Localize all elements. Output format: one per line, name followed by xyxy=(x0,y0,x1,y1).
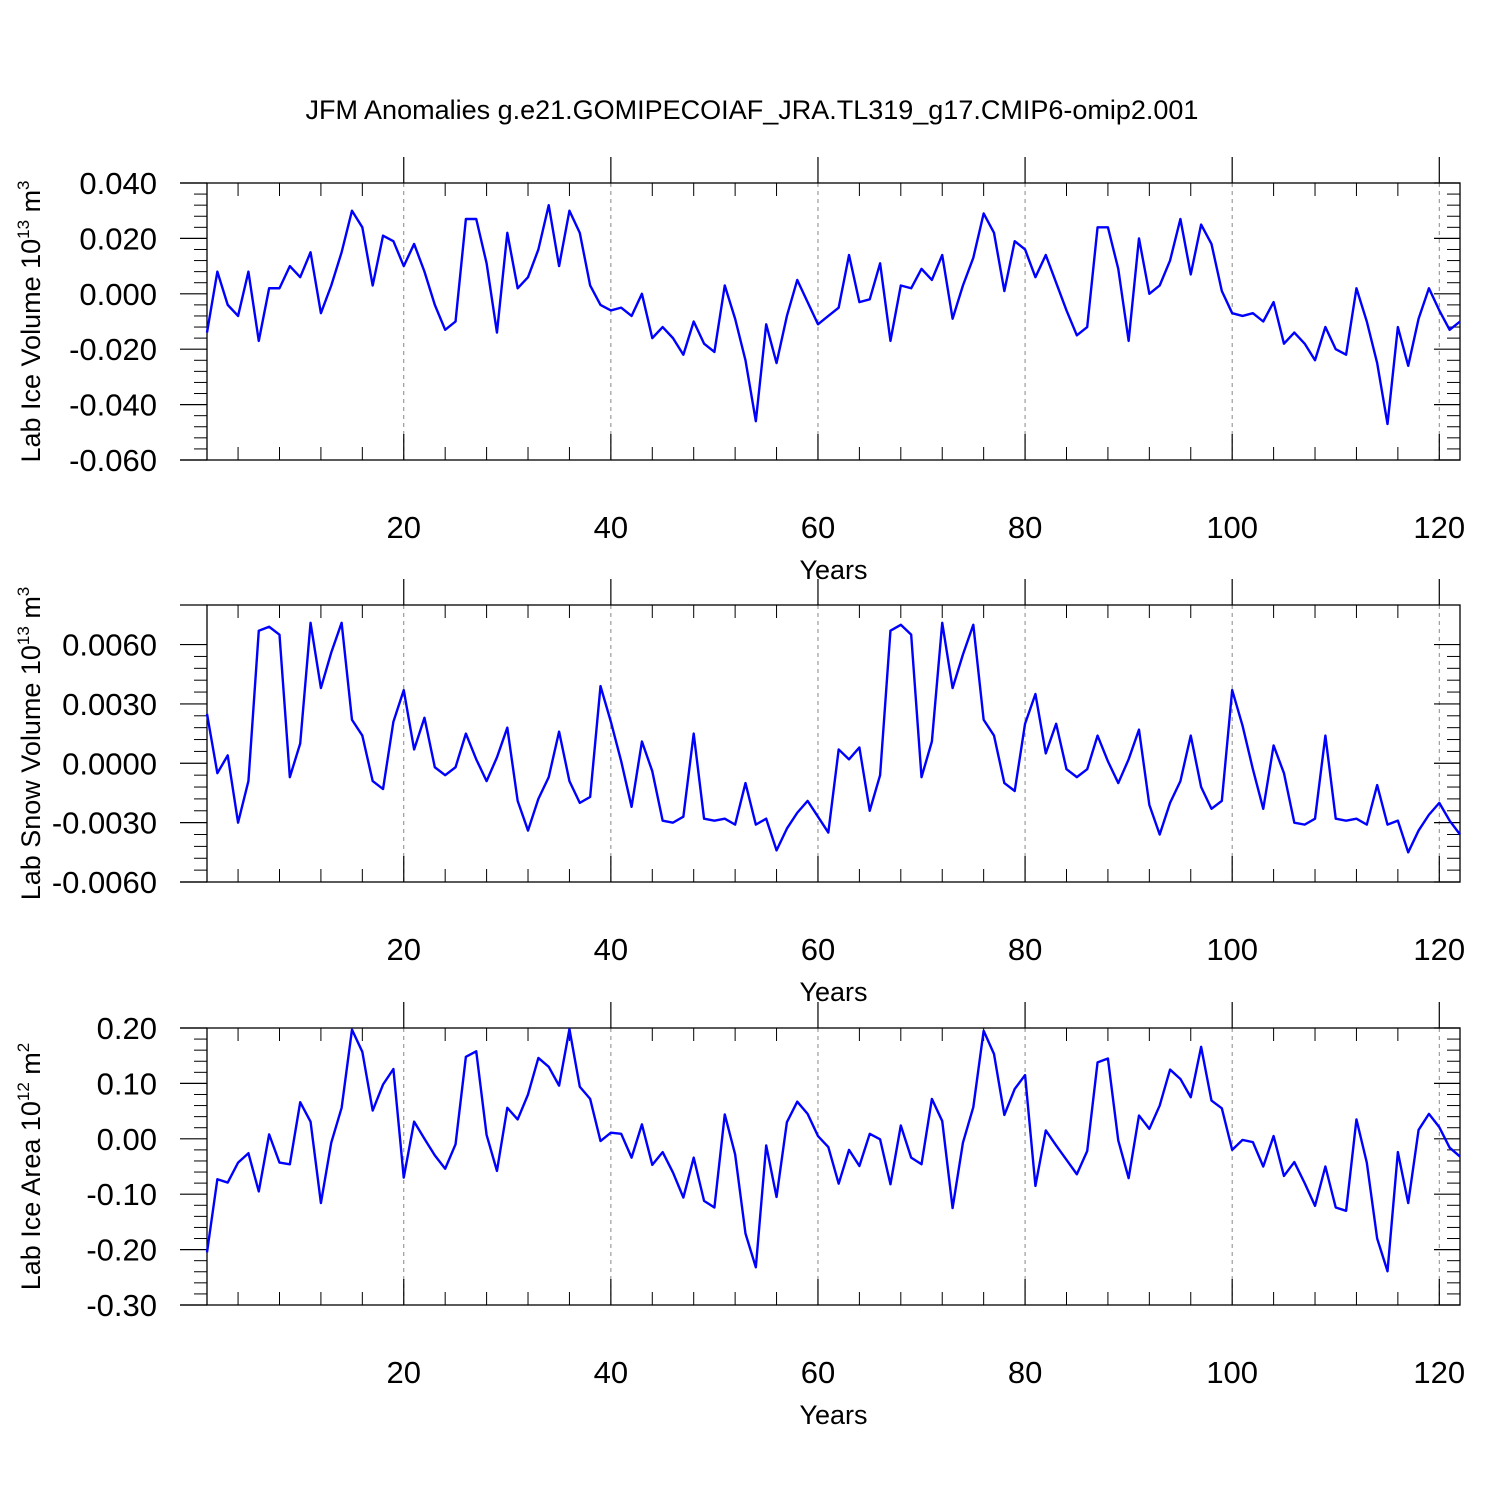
y-tick-label: -0.30 xyxy=(86,1288,157,1323)
x-tick-label: 80 xyxy=(1008,932,1042,967)
x-tick-label: 40 xyxy=(594,1355,628,1390)
x-tick-label: 80 xyxy=(1008,510,1042,545)
y-tick-label: 0.020 xyxy=(79,221,157,256)
x-tick-label: 20 xyxy=(387,932,421,967)
x-tick-label: 120 xyxy=(1413,932,1465,967)
y-tick-label: 0.0030 xyxy=(62,687,157,722)
x-axis-title: Years xyxy=(799,1400,867,1430)
y-tick-label: -0.0060 xyxy=(52,865,157,900)
x-tick-label: 60 xyxy=(801,932,835,967)
series-line-ice-area xyxy=(205,1027,1461,1273)
y-tick-label: -0.0030 xyxy=(52,806,157,841)
x-tick-label: 60 xyxy=(801,510,835,545)
panel-snow-volume: -0.0060 -0.0030 0.0000 0.0030 0.0060 20 40 60 80… xyxy=(14,579,1465,1007)
plot-frame xyxy=(206,604,1461,883)
x-tick-label: 80 xyxy=(1008,1355,1042,1390)
y-tick-label: 0.040 xyxy=(79,166,157,201)
y-tick-label: 0.0000 xyxy=(62,746,157,781)
x-tick-label: 120 xyxy=(1413,510,1465,545)
y-tick-label: 0.10 xyxy=(97,1066,157,1101)
x-tick-label: 20 xyxy=(387,510,421,545)
plot-frame xyxy=(206,182,1461,461)
x-tick-label: 20 xyxy=(387,1355,421,1390)
y-axis-title: Lab Ice Volume 1013 m3 xyxy=(14,180,46,462)
y-tick-label: -0.060 xyxy=(69,443,157,478)
plot-frame xyxy=(206,1027,1461,1306)
x-tick-label: 100 xyxy=(1206,932,1258,967)
x-tick-label: 60 xyxy=(801,1355,835,1390)
x-axis-title: Years xyxy=(799,977,867,1007)
x-tick-label: 100 xyxy=(1206,1355,1258,1390)
y-axis-title: Lab Snow Volume 1013 m3 xyxy=(14,587,46,901)
chart-title: JFM Anomalies g.e21.GOMIPECOIAF_JRA.TL31… xyxy=(306,95,1199,125)
y-tick-label: 0.00 xyxy=(97,1122,157,1157)
x-tick-label: 40 xyxy=(594,510,628,545)
x-tick-label: 40 xyxy=(594,932,628,967)
series-line-snow-volume xyxy=(205,621,1461,854)
y-tick-label: -0.10 xyxy=(86,1177,157,1212)
x-tick-label: 120 xyxy=(1413,1355,1465,1390)
panel-ice-volume: -0.060 -0.040 -0.020 0.000 0.020 0.040 20 40 60 8… xyxy=(14,157,1465,585)
y-tick-label: -0.20 xyxy=(86,1233,157,1268)
y-tick-label: -0.040 xyxy=(69,388,157,423)
y-tick-label: 0.20 xyxy=(97,1011,157,1046)
x-axis-title: Years xyxy=(799,555,867,585)
y-tick-label: -0.020 xyxy=(69,332,157,367)
y-axis-title: Lab Ice Area 1012 m2 xyxy=(14,1043,46,1291)
panel-ice-area: -0.30 -0.20 -0.10 0.00 0.10 0.20 20 40 60 80 100 12… xyxy=(14,1002,1465,1430)
y-tick-label: 0.000 xyxy=(79,277,157,312)
series-line-ice-volume xyxy=(205,203,1461,426)
x-tick-label: 100 xyxy=(1206,510,1258,545)
y-tick-label: 0.0060 xyxy=(62,628,157,663)
